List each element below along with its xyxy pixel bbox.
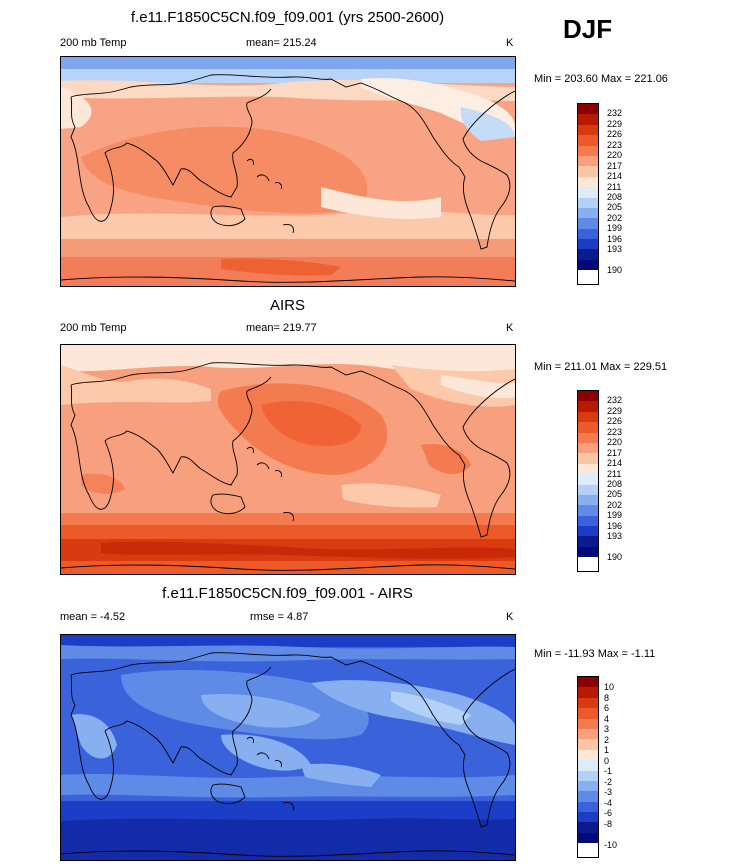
panel2-units-label: K	[506, 322, 514, 334]
panel3-colorbar	[577, 676, 599, 858]
cbar-label: 2	[604, 735, 610, 745]
panel1-mean-label: mean= 215.24	[246, 37, 317, 49]
panel1-title: f.e11.F1850C5CN.f09_f09.001 (yrs 2500-26…	[130, 9, 445, 26]
cbar-label: 226	[607, 416, 623, 426]
cbar-label: 217	[607, 161, 623, 171]
cbar-label: 199	[607, 510, 623, 520]
cbar-label: 190	[607, 265, 623, 275]
cbar-label: 223	[607, 140, 623, 150]
season-label: DJF	[563, 14, 613, 44]
cbar-label: 220	[607, 437, 623, 447]
cbar-label: -1	[604, 766, 613, 776]
panel1-map	[60, 56, 516, 287]
cbar-label: 202	[607, 500, 623, 510]
cbar-label: 4	[604, 714, 610, 724]
panel3-map	[60, 634, 516, 861]
cbar-label: 208	[607, 479, 623, 489]
cbar-label: 193	[607, 244, 623, 254]
panel1-colorbar	[577, 103, 599, 285]
panel3-mean-label: mean = -4.52	[60, 611, 126, 623]
panel2-title: AIRS	[269, 297, 305, 314]
cbar-label: 0	[604, 756, 610, 766]
cbar-label: 229	[607, 119, 623, 129]
panel1-units-label: K	[506, 37, 514, 49]
cbar-label: 190	[607, 552, 623, 562]
panel2-map	[60, 344, 516, 575]
cbar-label: 6	[604, 703, 610, 713]
cbar-label: -8	[604, 819, 613, 829]
cbar-label: 3	[604, 724, 610, 734]
panel1-variable-label: 200 mb Temp	[60, 37, 127, 49]
cbar-label: -3	[604, 787, 613, 797]
panel2-mean-label: mean= 219.77	[246, 322, 317, 334]
cbar-label: 232	[607, 108, 623, 118]
cbar-label: 205	[607, 489, 623, 499]
cbar-label: 196	[607, 521, 623, 531]
cbar-label: 211	[607, 469, 622, 479]
panel3-minmax-label: Min = -11.93 Max = -1.11	[534, 648, 656, 660]
cbar-label: 232	[607, 395, 623, 405]
cbar-label: 229	[607, 406, 623, 416]
panel2-minmax-label: Min = 211.01 Max = 229.51	[534, 361, 668, 373]
cbar-label: 217	[607, 448, 623, 458]
cbar-label: -6	[604, 808, 613, 818]
cbar-label: 223	[607, 427, 623, 437]
cbar-label: 211	[607, 182, 622, 192]
panel2-colorbar	[577, 390, 599, 572]
cbar-label: 199	[607, 223, 623, 233]
cbar-label: 193	[607, 531, 623, 541]
panel2-variable-label: 200 mb Temp	[60, 322, 127, 334]
panel3-units-label: K	[506, 611, 514, 623]
cbar-label: 208	[607, 192, 623, 202]
panel3-title: f.e11.F1850C5CN.f09_f09.001 - AIRS	[162, 585, 413, 602]
cbar-label: 205	[607, 202, 623, 212]
cbar-label: 220	[607, 150, 623, 160]
panel1-minmax-label: Min = 203.60 Max = 221.06	[534, 73, 668, 85]
cbar-label: -2	[604, 777, 613, 787]
cbar-label: 214	[607, 458, 623, 468]
cbar-label: 202	[607, 213, 623, 223]
cbar-label: 1	[604, 745, 610, 755]
cbar-label: -10	[604, 840, 618, 850]
cbar-label: 10	[604, 682, 615, 692]
cbar-label: -4	[604, 798, 613, 808]
cbar-label: 8	[604, 693, 610, 703]
cbar-label: 214	[607, 171, 623, 181]
panel3-rmse-label: rmse = 4.87	[250, 611, 309, 623]
cbar-label: 196	[607, 234, 623, 244]
cbar-label: 226	[607, 129, 623, 139]
